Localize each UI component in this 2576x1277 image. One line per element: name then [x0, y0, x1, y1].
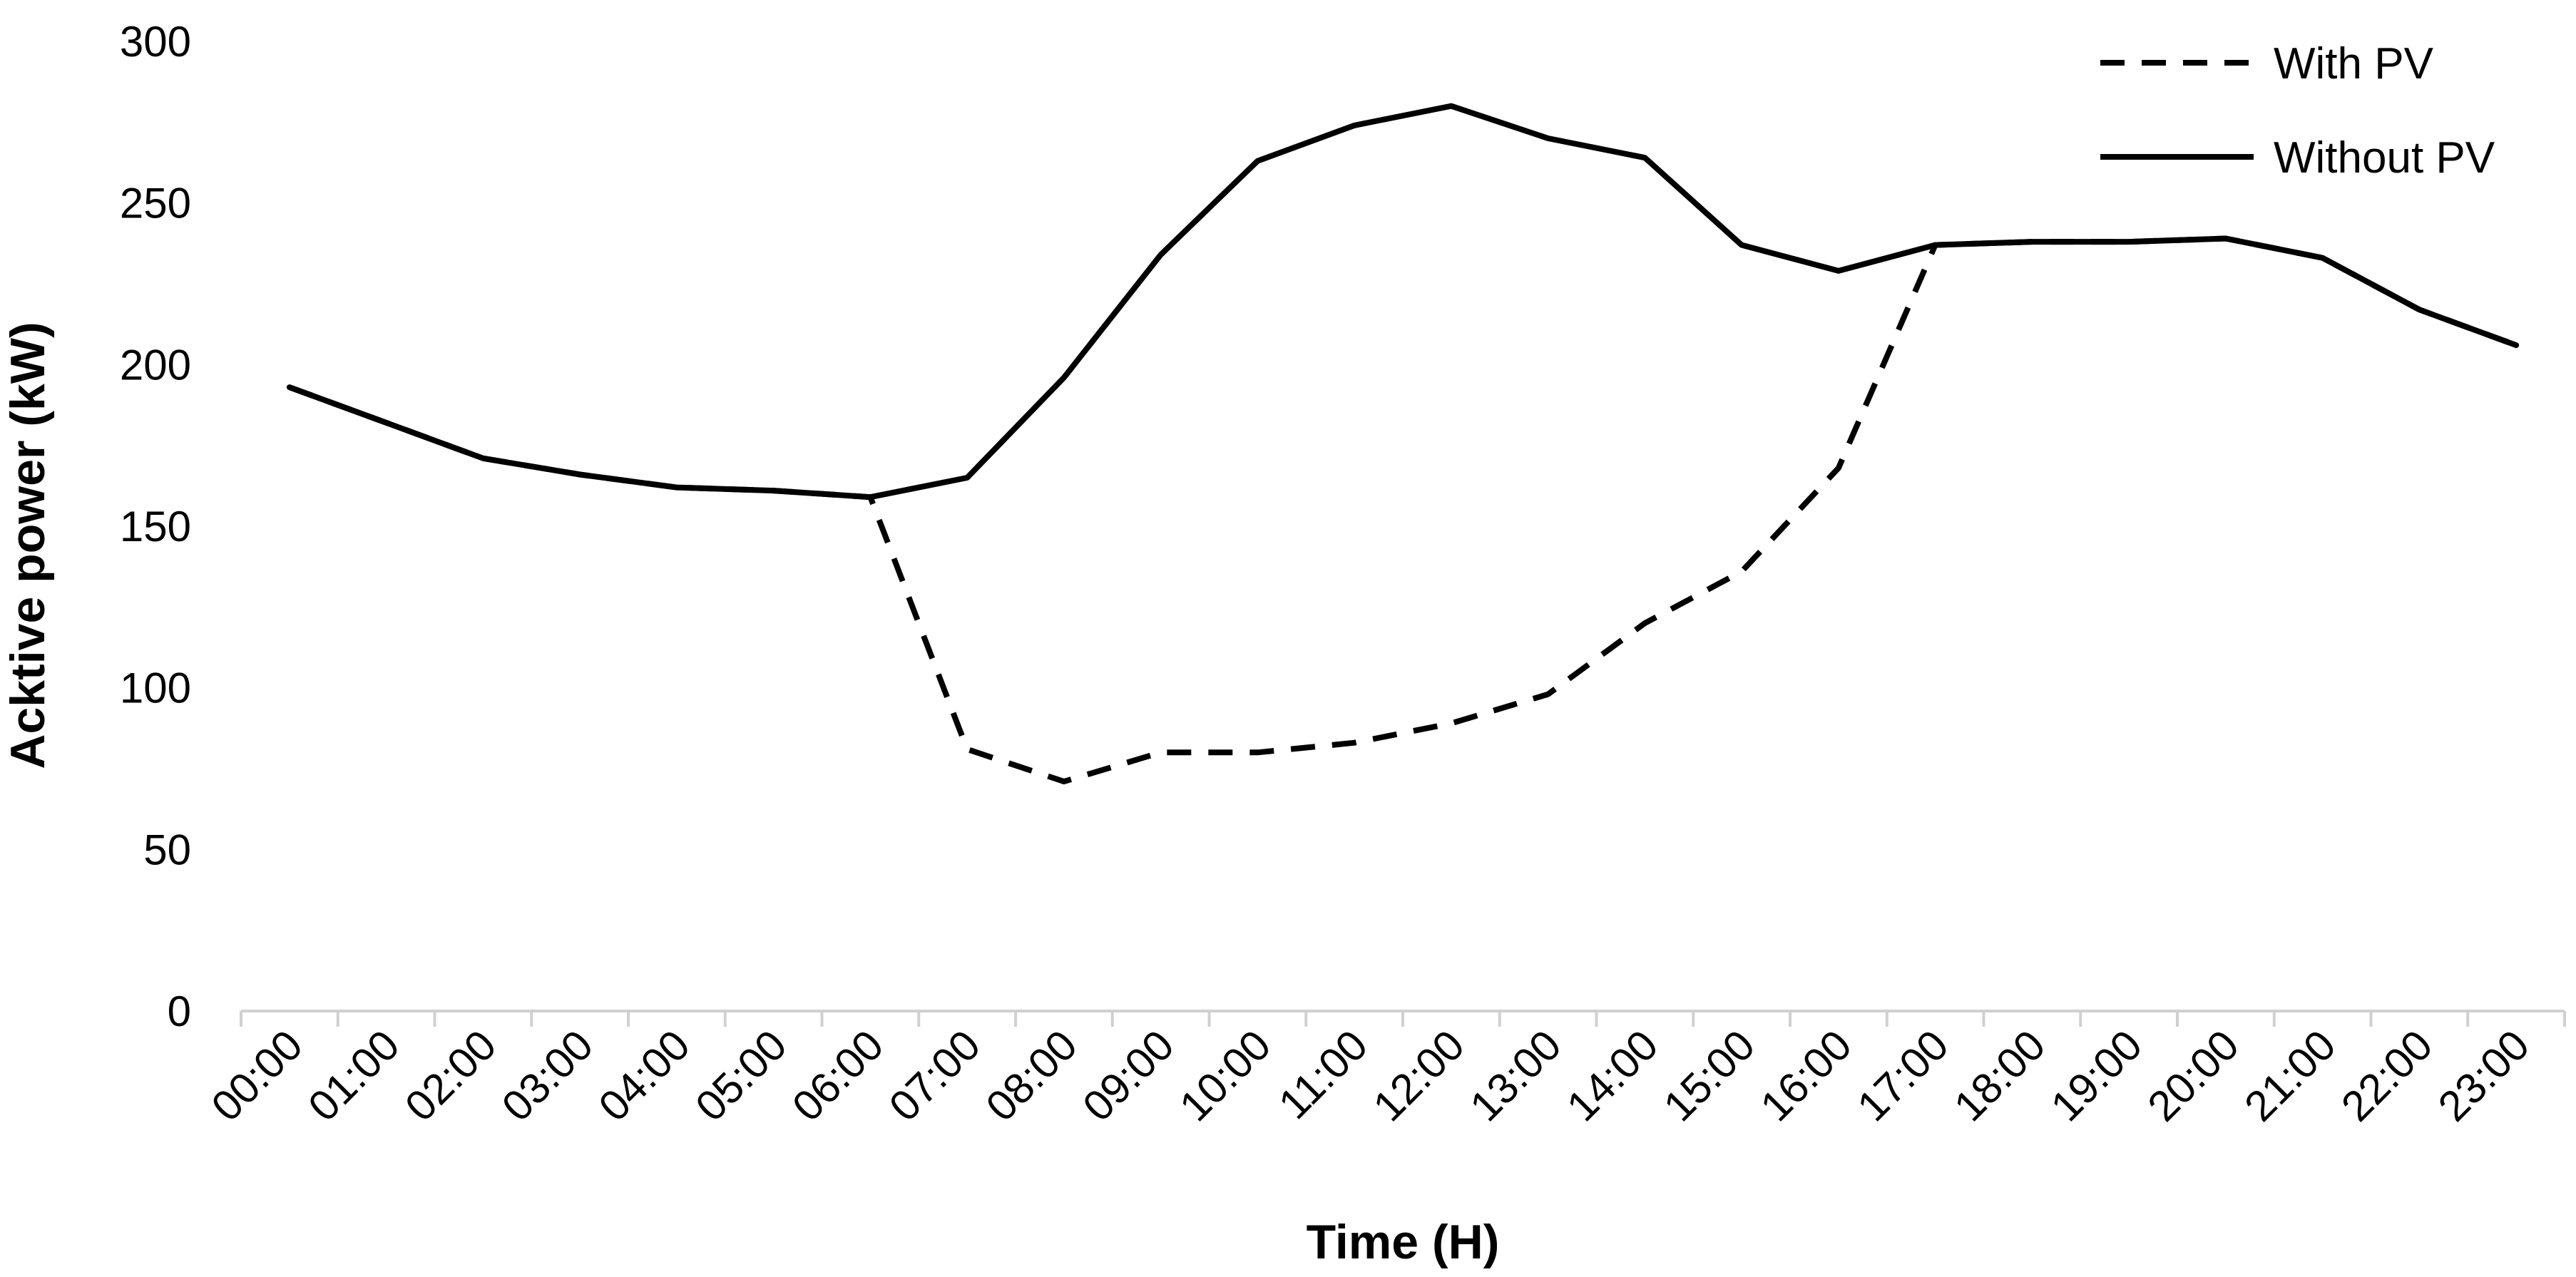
legend-label: Without PV: [2274, 133, 2495, 183]
y-tick-label: 150: [120, 503, 191, 550]
series-layer: [286, 103, 2520, 785]
legend: With PV Without PV: [2100, 39, 2495, 183]
y-tick-label: 200: [120, 341, 191, 389]
y-tick-label: 250: [120, 180, 191, 227]
y-axis-ticks: 0 50 100 150 200 250 300: [120, 18, 191, 1035]
y-tick-label: 50: [143, 826, 191, 873]
y-axis-title: Acktive power (kW): [1, 322, 55, 769]
y-tick-label: 300: [120, 18, 191, 66]
x-axis-title: Time (H): [1307, 1215, 1500, 1269]
series-line-without-pv: [286, 103, 2520, 501]
y-tick-label: 100: [120, 665, 191, 712]
y-tick-label: 0: [168, 988, 191, 1035]
legend-label: With PV: [2274, 39, 2434, 88]
